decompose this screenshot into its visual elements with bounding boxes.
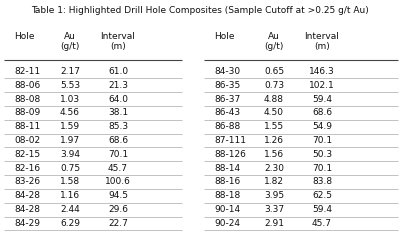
Text: 1.82: 1.82 (264, 178, 284, 187)
Text: 38.1: 38.1 (108, 108, 128, 117)
Text: 146.3: 146.3 (309, 67, 335, 76)
Text: 0.75: 0.75 (60, 164, 80, 173)
Text: 86-88: 86-88 (214, 122, 240, 131)
Text: 2.44: 2.44 (60, 205, 80, 214)
Text: 6.29: 6.29 (60, 219, 80, 228)
Text: 84-29: 84-29 (14, 219, 40, 228)
Text: Au
(g/t): Au (g/t) (60, 32, 80, 51)
Text: 1.55: 1.55 (264, 122, 284, 131)
Text: 59.4: 59.4 (312, 95, 332, 104)
Text: 70.1: 70.1 (108, 150, 128, 159)
Text: 1.16: 1.16 (60, 191, 80, 200)
Text: 59.4: 59.4 (312, 205, 332, 214)
Text: 08-02: 08-02 (14, 136, 40, 145)
Text: 54.9: 54.9 (312, 122, 332, 131)
Text: 50.3: 50.3 (312, 150, 332, 159)
Text: 4.50: 4.50 (264, 108, 284, 117)
Text: 3.94: 3.94 (60, 150, 80, 159)
Text: 88-08: 88-08 (14, 95, 40, 104)
Text: 2.30: 2.30 (264, 164, 284, 173)
Text: 88-16: 88-16 (214, 178, 240, 187)
Text: 88-18: 88-18 (214, 191, 240, 200)
Text: 4.88: 4.88 (264, 95, 284, 104)
Text: 87-111: 87-111 (214, 136, 246, 145)
Text: 68.6: 68.6 (108, 136, 128, 145)
Text: 102.1: 102.1 (309, 81, 335, 90)
Text: 2.91: 2.91 (264, 219, 284, 228)
Text: 84-30: 84-30 (214, 67, 240, 76)
Text: 86-37: 86-37 (214, 95, 240, 104)
Text: 68.6: 68.6 (312, 108, 332, 117)
Text: 1.56: 1.56 (264, 150, 284, 159)
Text: 2.17: 2.17 (60, 67, 80, 76)
Text: 88-126: 88-126 (214, 150, 246, 159)
Text: 88-14: 88-14 (214, 164, 240, 173)
Text: 5.53: 5.53 (60, 81, 80, 90)
Text: 22.7: 22.7 (108, 219, 128, 228)
Text: 1.97: 1.97 (60, 136, 80, 145)
Text: 83.8: 83.8 (312, 178, 332, 187)
Text: 84-28: 84-28 (14, 191, 40, 200)
Text: 1.58: 1.58 (60, 178, 80, 187)
Text: Table 1: Highlighted Drill Hole Composites (Sample Cutoff at >0.25 g/t Au): Table 1: Highlighted Drill Hole Composit… (31, 6, 369, 15)
Text: 88-11: 88-11 (14, 122, 40, 131)
Text: 45.7: 45.7 (312, 219, 332, 228)
Text: 82-15: 82-15 (14, 150, 40, 159)
Text: 86-43: 86-43 (214, 108, 240, 117)
Text: 1.59: 1.59 (60, 122, 80, 131)
Text: 88-06: 88-06 (14, 81, 40, 90)
Text: 94.5: 94.5 (108, 191, 128, 200)
Text: Au
(g/t): Au (g/t) (264, 32, 284, 51)
Text: 64.0: 64.0 (108, 95, 128, 104)
Text: 3.95: 3.95 (264, 191, 284, 200)
Text: 61.0: 61.0 (108, 67, 128, 76)
Text: 100.6: 100.6 (105, 178, 131, 187)
Text: 82-11: 82-11 (14, 67, 40, 76)
Text: 3.37: 3.37 (264, 205, 284, 214)
Text: 70.1: 70.1 (312, 136, 332, 145)
Text: Hole: Hole (214, 32, 234, 41)
Text: 21.3: 21.3 (108, 81, 128, 90)
Text: Hole: Hole (14, 32, 34, 41)
Text: Interval
(m): Interval (m) (100, 32, 136, 51)
Text: Interval
(m): Interval (m) (304, 32, 340, 51)
Text: 90-14: 90-14 (214, 205, 240, 214)
Text: 85.3: 85.3 (108, 122, 128, 131)
Text: 70.1: 70.1 (312, 164, 332, 173)
Text: 86-35: 86-35 (214, 81, 240, 90)
Text: 62.5: 62.5 (312, 191, 332, 200)
Text: 0.65: 0.65 (264, 67, 284, 76)
Text: 88-09: 88-09 (14, 108, 40, 117)
Text: 90-24: 90-24 (214, 219, 240, 228)
Text: 84-28: 84-28 (14, 205, 40, 214)
Text: 29.6: 29.6 (108, 205, 128, 214)
Text: 4.56: 4.56 (60, 108, 80, 117)
Text: 0.73: 0.73 (264, 81, 284, 90)
Text: 1.03: 1.03 (60, 95, 80, 104)
Text: 82-16: 82-16 (14, 164, 40, 173)
Text: 83-26: 83-26 (14, 178, 40, 187)
Text: 45.7: 45.7 (108, 164, 128, 173)
Text: 1.26: 1.26 (264, 136, 284, 145)
